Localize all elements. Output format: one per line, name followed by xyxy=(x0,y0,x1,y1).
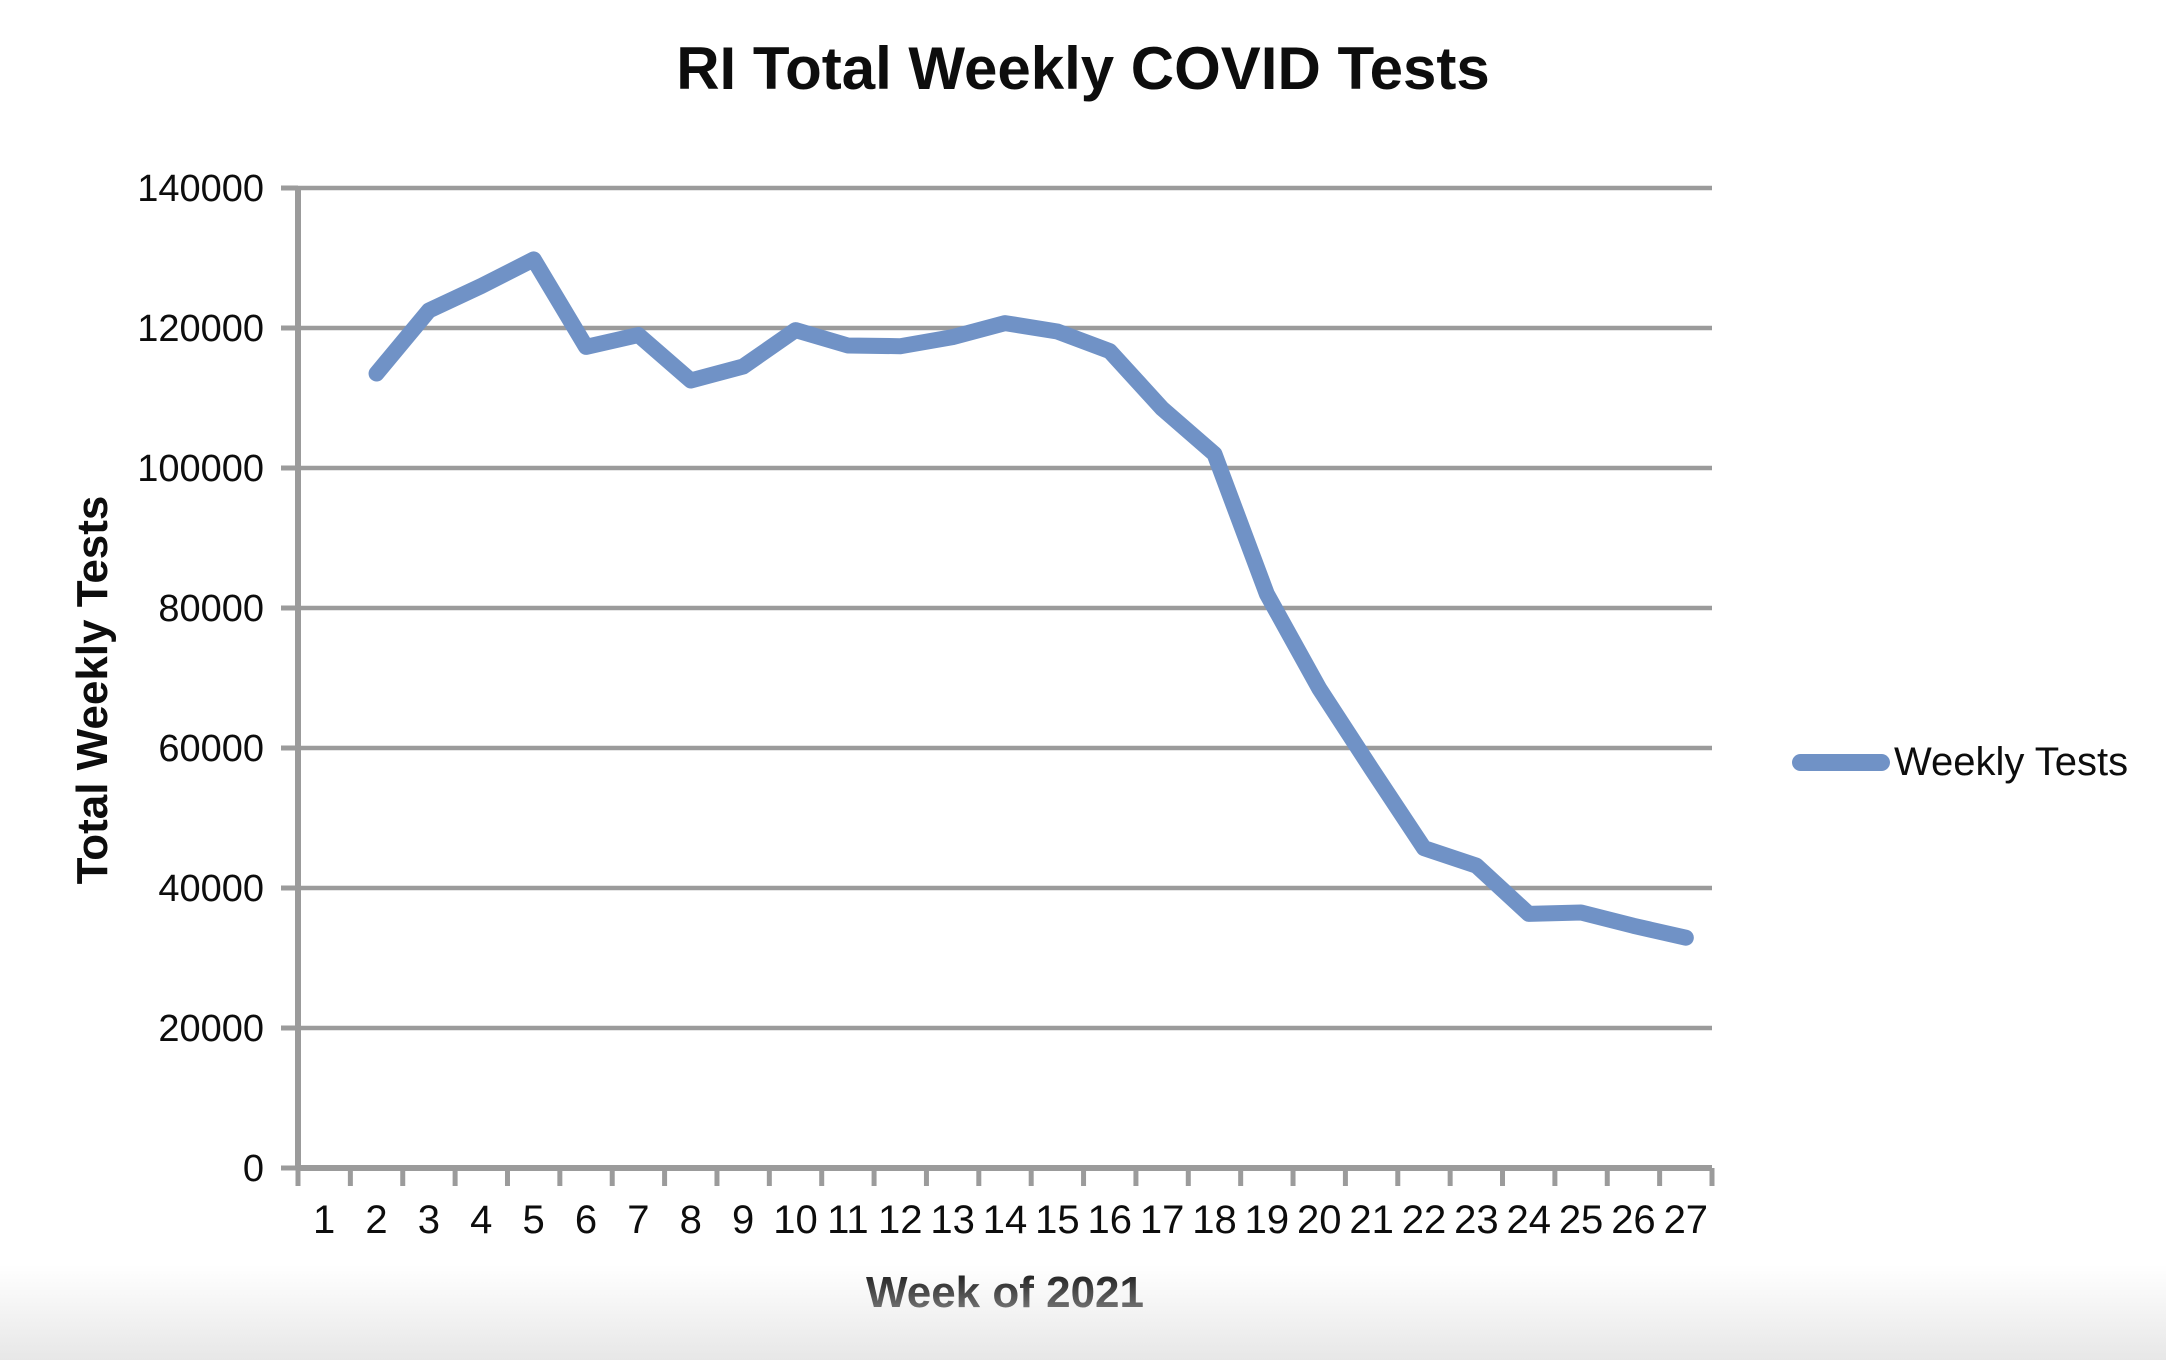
y-tick-label: 140000 xyxy=(137,168,264,210)
x-tick-label: 2 xyxy=(365,1198,387,1242)
x-tick-label: 27 xyxy=(1664,1198,1709,1242)
series-line-weekly-tests xyxy=(368,251,1694,946)
y-tick-label: 20000 xyxy=(158,1008,264,1050)
y-tick-label: 80000 xyxy=(158,588,264,630)
x-tick-label: 19 xyxy=(1245,1198,1290,1242)
x-tick-label: 9 xyxy=(732,1198,754,1242)
legend-line-swatch xyxy=(1792,753,1890,771)
x-tick-label: 20 xyxy=(1297,1198,1342,1242)
x-tick-label: 26 xyxy=(1611,1198,1656,1242)
x-tick-label: 8 xyxy=(680,1198,702,1242)
x-tick-label: 3 xyxy=(418,1198,440,1242)
y-tick-label: 60000 xyxy=(158,728,264,770)
x-tick-label: 25 xyxy=(1559,1198,1604,1242)
x-tick-label: 7 xyxy=(627,1198,649,1242)
x-tick-label: 5 xyxy=(523,1198,545,1242)
y-tick-label: 0 xyxy=(243,1148,264,1190)
x-tick-label: 11 xyxy=(827,1198,869,1242)
y-tick-label: 40000 xyxy=(158,868,264,910)
x-tick-label: 4 xyxy=(470,1198,492,1242)
x-tick-label: 23 xyxy=(1454,1198,1499,1242)
x-tick-label: 12 xyxy=(878,1198,923,1242)
y-tick-label: 120000 xyxy=(137,308,264,350)
x-tick-label: 10 xyxy=(773,1198,818,1242)
x-tick-label: 18 xyxy=(1192,1198,1237,1242)
x-tick-label: 1 xyxy=(313,1198,335,1242)
x-tick-label: 14 xyxy=(983,1198,1028,1242)
legend-label: Weekly Tests xyxy=(1894,739,2129,784)
x-tick-label: 22 xyxy=(1402,1198,1447,1242)
x-tick-label: 24 xyxy=(1506,1198,1551,1242)
x-tick-label: 15 xyxy=(1035,1198,1080,1242)
x-tick-label: 6 xyxy=(575,1198,597,1242)
x-axis-title: Week of 2021 xyxy=(865,1268,1144,1317)
chart-title: RI Total Weekly COVID Tests xyxy=(676,35,1490,102)
y-tick-label: 100000 xyxy=(137,448,264,490)
x-tick-label: 17 xyxy=(1140,1198,1185,1242)
legend: Weekly Tests xyxy=(1792,736,2128,788)
x-tick-label: 16 xyxy=(1087,1198,1132,1242)
x-tick-label: 21 xyxy=(1349,1198,1394,1242)
x-tick-label: 13 xyxy=(930,1198,975,1242)
